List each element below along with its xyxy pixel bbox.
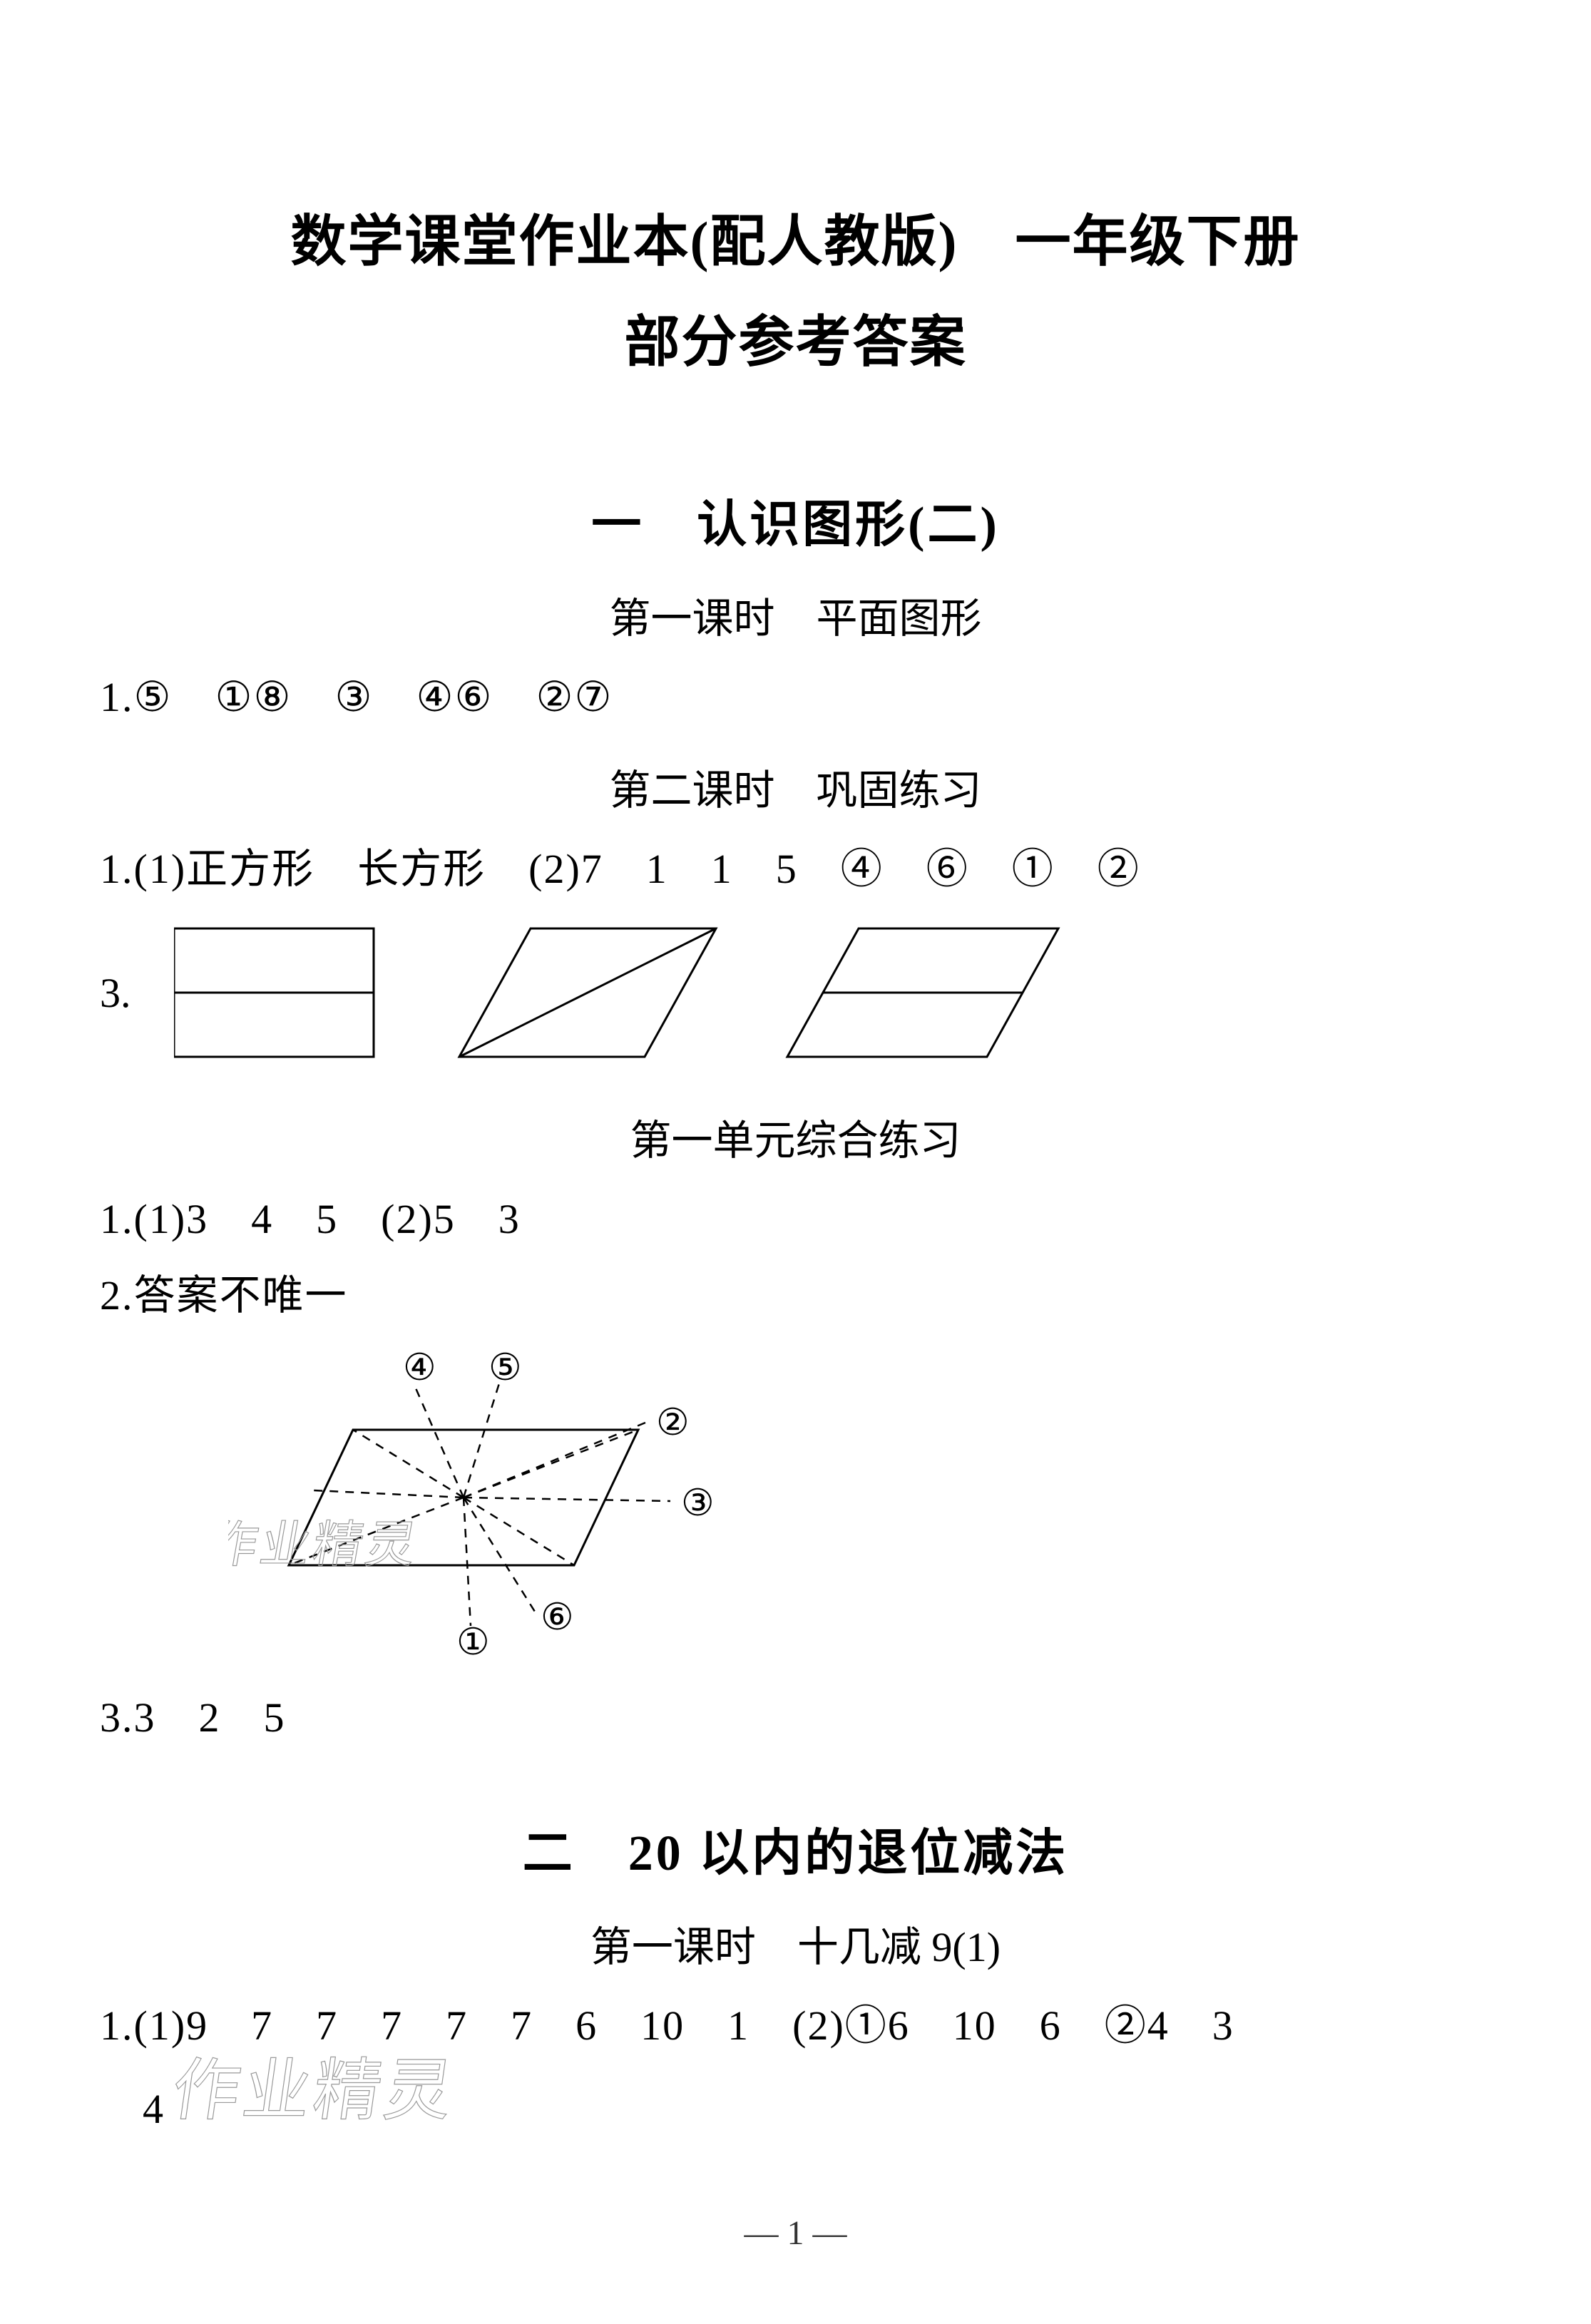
diagram-svg: ④ ⑤ ② ③ ⑥ ① 作业精灵 <box>228 1348 742 1662</box>
unit1-lesson2-q3-shapes: 3. <box>100 921 1491 1064</box>
unit2-lesson1-cont-row: 4 作业精灵 <box>100 2057 1491 2142</box>
page-number: — 1 — <box>100 2213 1491 2253</box>
unit1-lesson1-q1: 1.⑤ ①⑧ ③ ④⑥ ②⑦ <box>100 666 1491 728</box>
watermark-1: 作业精灵 <box>228 1517 424 1572</box>
diagram-label-5: ⑤ <box>488 1348 522 1388</box>
diagram-label-3: ③ <box>681 1483 715 1524</box>
page-container: 数学课堂作业本(配人教版) 一年级下册 部分参考答案 一 认识图形(二) 第一课… <box>0 0 1591 2324</box>
unit1-review-diagram: ④ ⑤ ② ③ ⑥ ① 作业精灵 <box>228 1348 1491 1665</box>
sub-title: 部分参考答案 <box>100 297 1491 377</box>
q3-label: 3. <box>100 969 131 1017</box>
shapes-svg <box>174 921 1172 1064</box>
unit1-review-q2: 2.答案不唯一 <box>100 1264 1491 1326</box>
diagram-label-2: ② <box>656 1403 690 1443</box>
unit1-review-q3: 3.3 2 5 <box>100 1686 1491 1749</box>
unit1-review-q1: 1.(1)3 4 5 (2)5 3 <box>100 1188 1491 1250</box>
diagram-label-1: ① <box>456 1622 490 1662</box>
unit1-lesson1-title: 第一课时 平面图形 <box>100 585 1491 645</box>
watermark-2: 作业精灵 <box>171 2053 460 2128</box>
unit2-title: 二 20 以内的退位减法 <box>100 1813 1491 1885</box>
unit1-review-title: 第一单元综合练习 <box>100 1107 1491 1167</box>
diagram-label-6: ⑥ <box>541 1597 574 1638</box>
unit1-lesson2-title: 第二课时 巩固练习 <box>100 757 1491 817</box>
main-title: 数学课堂作业本(配人教版) 一年级下册 <box>100 200 1491 283</box>
watermark-2-svg: 作业精灵 <box>171 2049 599 2135</box>
diagram-label-4: ④ <box>403 1348 436 1388</box>
unit2-lesson1-q1: 1.(1)9 7 7 7 7 7 6 10 1 (2)①6 10 6 ②4 3 <box>100 1995 1491 2057</box>
unit2-lesson1-title: 第一课时 十几减 9(1) <box>100 1913 1491 1973</box>
unit1-lesson2-q1: 1.(1)正方形 长方形 (2)7 1 1 5 ④ ⑥ ① ② <box>100 838 1491 900</box>
unit2-lesson1-q1-cont: 4 <box>143 2078 165 2140</box>
unit1-title: 一 认识图形(二) <box>100 484 1491 556</box>
